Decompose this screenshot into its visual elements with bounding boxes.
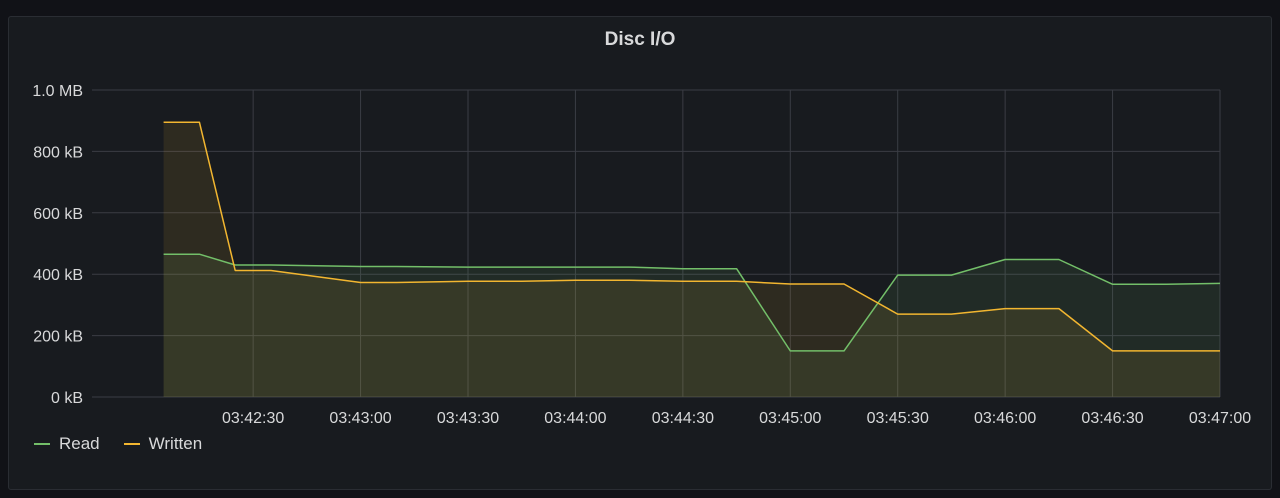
x-tick-label: 03:45:00 [759, 410, 821, 427]
x-tick-label: 03:46:00 [974, 410, 1036, 427]
y-tick-label: 200 kB [33, 329, 83, 346]
series-lines [163, 121, 1221, 352]
y-tick-label: 0 kB [51, 390, 83, 407]
x-tick-label: 03:47:00 [1189, 410, 1251, 427]
legend: Read Written [34, 434, 202, 454]
line-read [163, 253, 1221, 352]
legend-item-written[interactable]: Written [123, 434, 203, 454]
y-axis: 0 kB 200 kB 400 kB 600 kB 800 kB 1.0 MB [32, 83, 83, 407]
x-tick-label: 03:43:30 [437, 410, 499, 427]
x-tick-label: 03:44:00 [544, 410, 606, 427]
legend-item-read[interactable]: Read [34, 434, 100, 454]
area-read [163, 254, 1221, 397]
y-tick-label: 400 kB [33, 267, 83, 284]
x-tick-label: 03:42:30 [222, 410, 284, 427]
series-areas [163, 122, 1221, 397]
line-written [163, 121, 1220, 352]
legend-swatch-read [34, 443, 50, 445]
legend-label-read: Read [59, 434, 100, 453]
x-tick-label: 03:44:30 [652, 410, 714, 427]
panel-title[interactable]: Disc I/O [604, 29, 676, 50]
y-tick-label: 1.0 MB [32, 83, 83, 100]
area-written [163, 122, 1221, 397]
disc-io-panel: Disc I/O [8, 16, 1272, 490]
x-tick-label: 03:45:30 [867, 410, 929, 427]
x-tick-label: 03:43:00 [329, 410, 391, 427]
y-tick-label: 600 kB [33, 206, 83, 223]
y-tick-label: 800 kB [33, 144, 83, 161]
x-axis: 03:42:30 03:43:00 03:43:30 03:44:00 03:44:30… [222, 410, 1251, 427]
x-tick-label: 03:46:30 [1081, 410, 1143, 427]
legend-label-written: Written [148, 434, 203, 453]
legend-swatch-written [123, 443, 140, 445]
grid [92, 89, 1221, 398]
